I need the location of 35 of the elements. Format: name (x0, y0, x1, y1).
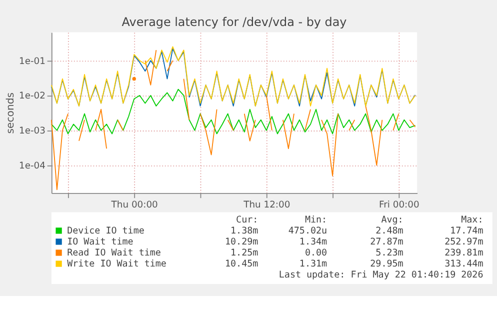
chart-title: Average latency for /dev/vda - by day (122, 14, 347, 29)
text: 252.97m (444, 236, 484, 248)
legend-label: IO Wait time (67, 236, 134, 248)
text: 5.23m (376, 247, 404, 258)
text: Min: (304, 214, 328, 226)
legend-label: Device IO time (67, 225, 144, 236)
text: 1.25m (230, 247, 259, 258)
text: 17.74m (450, 225, 484, 236)
text: 475.02u (288, 225, 328, 236)
legend-label: Write IO Wait time (67, 258, 166, 270)
y-tick-label: 1e-03 (19, 126, 46, 137)
text: 2.48m (376, 225, 404, 236)
text: 10.29m (225, 236, 259, 248)
legend-label: Read IO Wait time (67, 247, 161, 258)
text: 29.95m (370, 258, 404, 270)
text: 313.44m (444, 258, 484, 270)
text: 0.00 (304, 247, 328, 258)
x-tick-label: Thu 12:00 (242, 199, 290, 210)
x-tick-label: Thu 00:00 (110, 199, 158, 210)
text: 1.31m (299, 258, 328, 270)
y-tick-label: 1e-02 (19, 90, 46, 102)
text: 10.45m (225, 258, 259, 270)
text: Cur: (236, 214, 258, 226)
y-tick-label: 1e-04 (19, 160, 46, 172)
text: Max: (461, 214, 484, 226)
line-series (50, 88, 416, 134)
text: 1.34m (299, 236, 328, 248)
text: Last update: Fri May 22 01:40:19 2026 (278, 270, 484, 281)
x-tick-label: Fri 00:00 (379, 199, 420, 210)
y-tick-label: 1e-01 (19, 56, 46, 67)
text: Avg: (381, 214, 404, 226)
y-axis-title: seconds (5, 92, 16, 134)
text: 239.81m (444, 247, 484, 258)
text: 27.87m (370, 236, 404, 248)
text: 1.38m (230, 225, 259, 236)
